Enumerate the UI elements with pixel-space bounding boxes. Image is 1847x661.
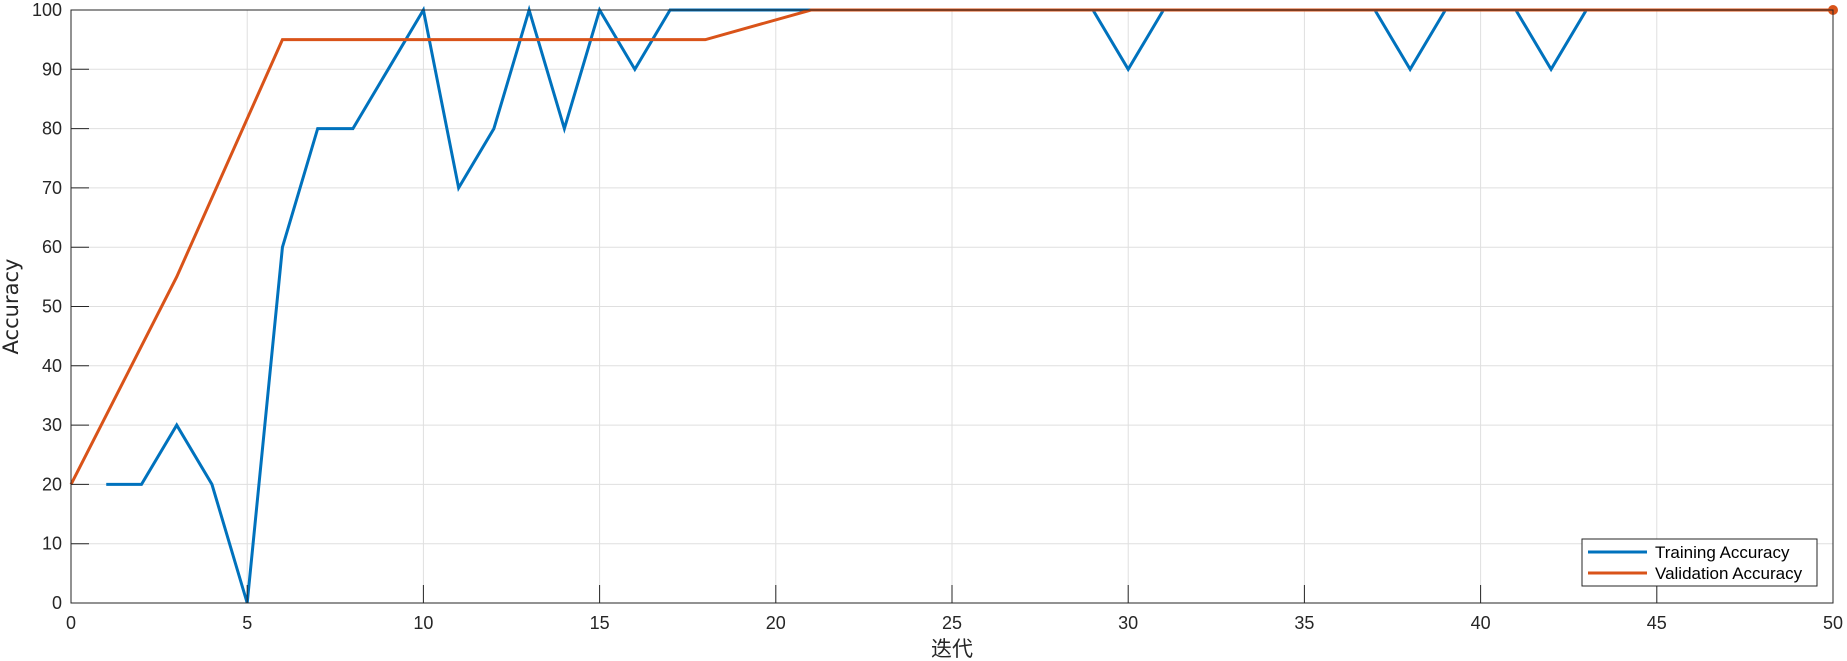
- x-tick-label: 25: [942, 613, 962, 633]
- x-tick-label: 10: [413, 613, 433, 633]
- x-tick-label: 45: [1647, 613, 1667, 633]
- legend-entry: Validation Accuracy: [1655, 564, 1803, 583]
- y-tick-label: 20: [42, 474, 62, 494]
- y-tick-label: 100: [32, 0, 62, 20]
- y-tick-label: 70: [42, 178, 62, 198]
- y-tick-label: 80: [42, 119, 62, 139]
- x-tick-label: 35: [1294, 613, 1314, 633]
- y-tick-label: 0: [52, 593, 62, 613]
- y-tick-label: 60: [42, 237, 62, 257]
- y-axis-label: Accuracy: [0, 259, 23, 355]
- legend-entry: Training Accuracy: [1655, 543, 1790, 562]
- y-tick-label: 50: [42, 297, 62, 317]
- x-axis-label: 迭代: [931, 637, 973, 661]
- y-tick-label: 10: [42, 534, 62, 554]
- x-tick-label: 5: [242, 613, 252, 633]
- x-tick-label: 40: [1471, 613, 1491, 633]
- y-tick-label: 90: [42, 59, 62, 79]
- x-tick-label: 20: [766, 613, 786, 633]
- legend: Training Accuracy Validation Accuracy: [1582, 539, 1817, 586]
- x-tick-label: 0: [66, 613, 76, 633]
- y-tick-label: 30: [42, 415, 62, 435]
- x-tick-label: 50: [1823, 613, 1843, 633]
- x-tick-label: 30: [1118, 613, 1138, 633]
- x-tick-label: 15: [590, 613, 610, 633]
- y-tick-label: 40: [42, 356, 62, 376]
